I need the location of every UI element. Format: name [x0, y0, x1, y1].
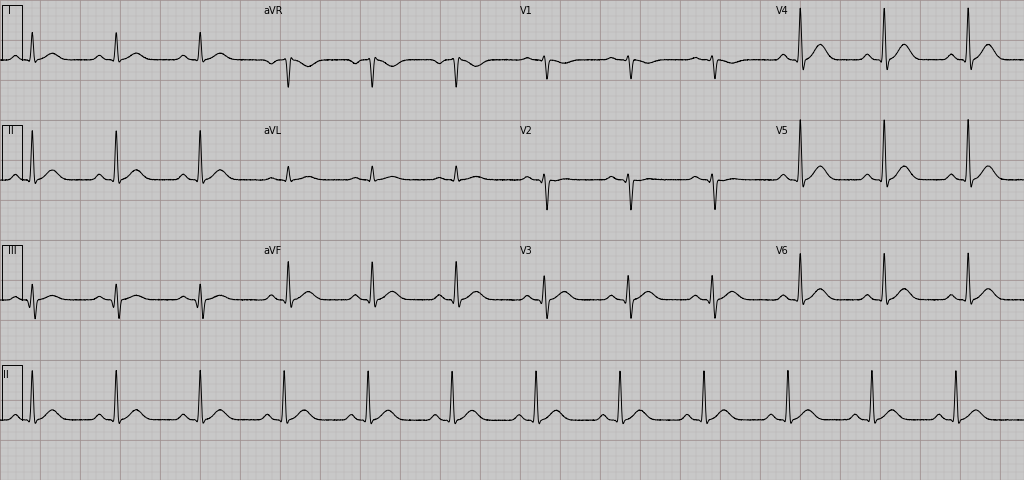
Text: III: III — [8, 246, 16, 256]
Text: V1: V1 — [519, 6, 532, 16]
Text: V3: V3 — [519, 246, 532, 256]
Text: aVF: aVF — [264, 246, 282, 256]
Text: I: I — [8, 6, 10, 16]
Text: II: II — [8, 126, 13, 136]
Text: aVR: aVR — [264, 6, 284, 16]
Text: V5: V5 — [776, 126, 788, 136]
Text: V4: V4 — [776, 6, 788, 16]
Text: V6: V6 — [776, 246, 788, 256]
Text: II: II — [3, 370, 9, 380]
Text: aVL: aVL — [264, 126, 282, 136]
Text: V2: V2 — [519, 126, 532, 136]
